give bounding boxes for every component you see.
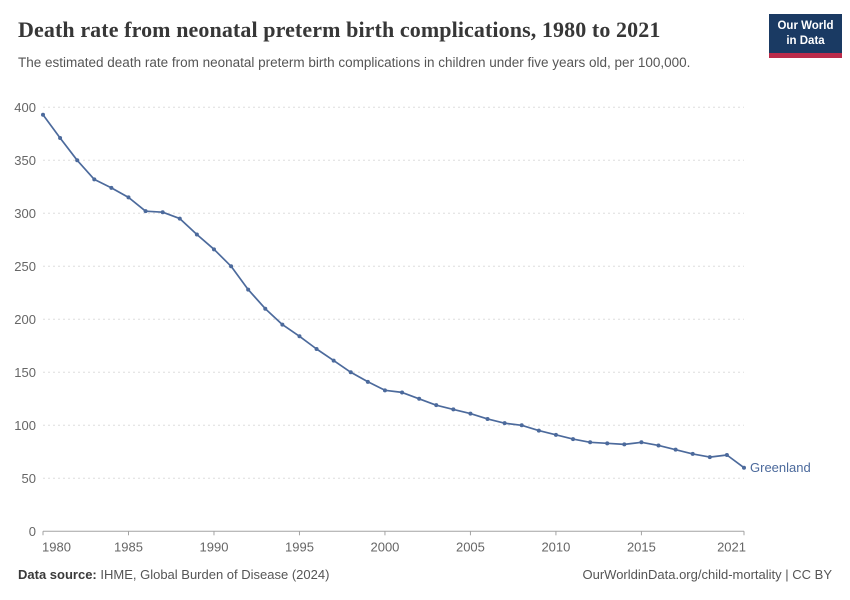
data-point-greenland-1993 bbox=[263, 306, 268, 311]
data-point-greenland-2010 bbox=[553, 432, 558, 437]
data-point-greenland-1997 bbox=[331, 358, 336, 363]
page-title: Death rate from neonatal preterm birth c… bbox=[18, 17, 661, 42]
data-point-greenland-2019 bbox=[707, 455, 712, 460]
data-point-greenland-1999 bbox=[365, 379, 370, 384]
x-tick-label-2005: 2005 bbox=[456, 539, 485, 554]
attribution-link[interactable]: OurWorldinData.org/child-mortality | CC … bbox=[582, 567, 833, 582]
data-point-greenland-2008 bbox=[519, 423, 524, 428]
data-point-greenland-1987 bbox=[160, 210, 165, 215]
data-point-greenland-2003 bbox=[434, 403, 439, 408]
data-source: Data source: IHME, Global Burden of Dise… bbox=[18, 567, 329, 582]
y-tick-label-300: 300 bbox=[14, 206, 36, 221]
data-point-greenland-1980 bbox=[41, 112, 45, 117]
x-tick-label-2015: 2015 bbox=[627, 539, 656, 554]
data-point-greenland-1990 bbox=[211, 247, 216, 252]
x-tick-label-1990: 1990 bbox=[200, 539, 229, 554]
data-point-greenland-2002 bbox=[417, 396, 422, 401]
data-point-greenland-2014 bbox=[622, 442, 627, 447]
data-point-greenland-2000 bbox=[382, 388, 387, 393]
x-tick-label-2000: 2000 bbox=[370, 539, 399, 554]
series-end-label-greenland: Greenland bbox=[750, 460, 811, 475]
data-point-greenland-1984 bbox=[109, 185, 114, 190]
owid-logo-line1: Our World bbox=[777, 20, 834, 32]
data-source-label: Data source: bbox=[18, 567, 97, 582]
x-tick-label-2010: 2010 bbox=[541, 539, 570, 554]
data-point-greenland-1992 bbox=[246, 287, 251, 292]
y-tick-label-250: 250 bbox=[14, 259, 36, 274]
data-point-greenland-2011 bbox=[571, 437, 576, 442]
y-tick-label-350: 350 bbox=[14, 153, 36, 168]
owid-logo[interactable]: Our World in Data bbox=[769, 14, 842, 58]
data-point-greenland-2004 bbox=[451, 407, 456, 412]
data-point-greenland-2015 bbox=[639, 440, 644, 445]
chart-subtitle: The estimated death rate from neonatal p… bbox=[18, 55, 691, 70]
data-point-greenland-2007 bbox=[502, 421, 507, 426]
data-point-greenland-2013 bbox=[605, 441, 610, 446]
y-tick-label-400: 400 bbox=[14, 100, 36, 115]
data-point-greenland-2021 bbox=[742, 465, 746, 470]
x-tick-label-2021: 2021 bbox=[717, 539, 746, 554]
y-tick-label-200: 200 bbox=[14, 312, 36, 327]
x-tick-label-1980: 1980 bbox=[42, 539, 71, 554]
data-point-greenland-1994 bbox=[280, 322, 285, 327]
y-tick-label-0: 0 bbox=[29, 524, 36, 539]
x-tick-label-1995: 1995 bbox=[285, 539, 314, 554]
chart-footer: Data source: IHME, Global Burden of Dise… bbox=[18, 567, 832, 582]
data-point-greenland-2009 bbox=[536, 428, 541, 433]
data-source-text: IHME, Global Burden of Disease (2024) bbox=[96, 567, 330, 582]
data-point-greenland-1981 bbox=[58, 136, 63, 141]
y-tick-label-150: 150 bbox=[14, 365, 36, 380]
data-point-greenland-1982 bbox=[75, 158, 80, 163]
data-point-greenland-2005 bbox=[468, 411, 473, 416]
y-tick-label-100: 100 bbox=[14, 418, 36, 433]
data-point-greenland-1998 bbox=[348, 370, 353, 375]
data-point-greenland-1988 bbox=[177, 216, 182, 221]
data-point-greenland-1986 bbox=[143, 209, 148, 214]
data-point-greenland-2012 bbox=[588, 440, 593, 445]
data-point-greenland-2018 bbox=[690, 451, 695, 456]
data-point-greenland-2001 bbox=[400, 390, 405, 395]
data-line-greenland bbox=[42, 113, 745, 469]
data-point-greenland-1989 bbox=[194, 232, 199, 237]
data-point-greenland-2006 bbox=[485, 416, 490, 421]
x-tick-label-1985: 1985 bbox=[114, 539, 143, 554]
data-point-greenland-1996 bbox=[314, 346, 319, 351]
data-point-greenland-2017 bbox=[673, 447, 678, 452]
data-point-greenland-1991 bbox=[229, 264, 234, 269]
data-point-greenland-1983 bbox=[92, 177, 97, 182]
data-point-greenland-1995 bbox=[297, 334, 302, 339]
data-point-greenland-2020 bbox=[724, 452, 729, 457]
y-tick-label-50: 50 bbox=[22, 471, 36, 486]
data-point-greenland-1985 bbox=[126, 195, 131, 200]
owid-logo-line2: in Data bbox=[786, 34, 825, 47]
data-point-greenland-2016 bbox=[656, 443, 661, 448]
